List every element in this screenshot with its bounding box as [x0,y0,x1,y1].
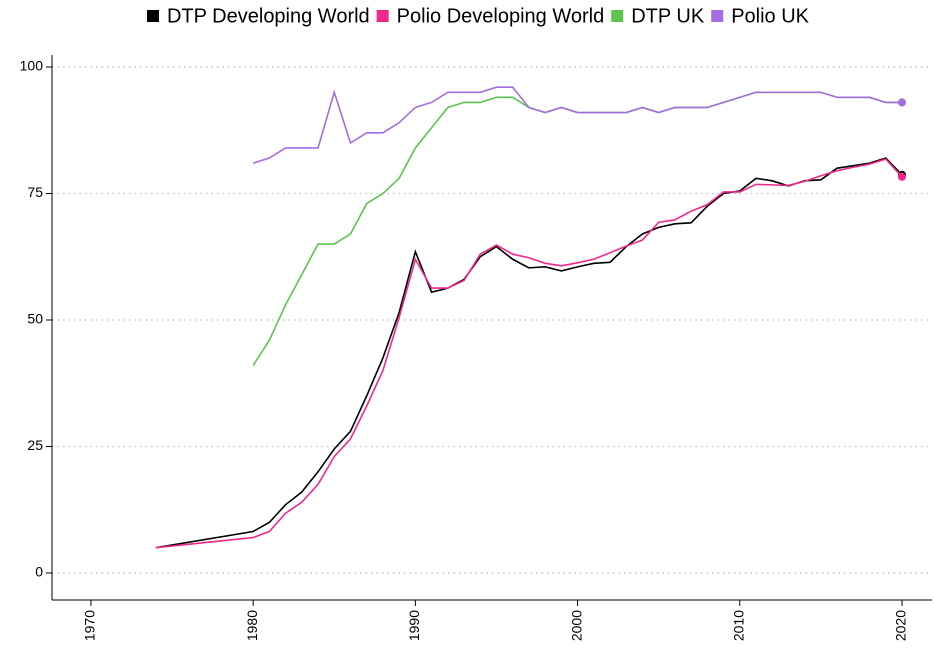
end-point [897,98,906,107]
legend-label: Polio UK [731,5,809,27]
series-line [252,86,902,164]
x-tick-label: 2000 [568,610,584,641]
y-tick-label: 25 [27,437,43,453]
legend-label: DTP Developing World [167,5,370,27]
series-line [155,157,903,549]
x-tick-label: 2020 [893,610,909,641]
legend-swatch [611,10,624,22]
x-tick-label: 1990 [406,610,422,641]
y-tick-label: 75 [27,184,43,200]
x-tick-label: 1980 [244,610,260,641]
legend-label: DTP UK [631,5,705,27]
legend-label: Polio Developing World [397,5,605,27]
legend-swatch [376,10,389,22]
legend-swatch [711,10,724,22]
x-tick-label: 1970 [82,610,98,641]
y-tick-label: 100 [20,58,44,74]
y-tick-label: 0 [35,564,43,580]
y-tick-label: 50 [27,311,43,327]
series-line [252,91,902,366]
legend-swatch [146,10,159,22]
series-line [155,158,903,549]
end-point [897,172,906,181]
x-tick-label: 2010 [730,610,746,641]
